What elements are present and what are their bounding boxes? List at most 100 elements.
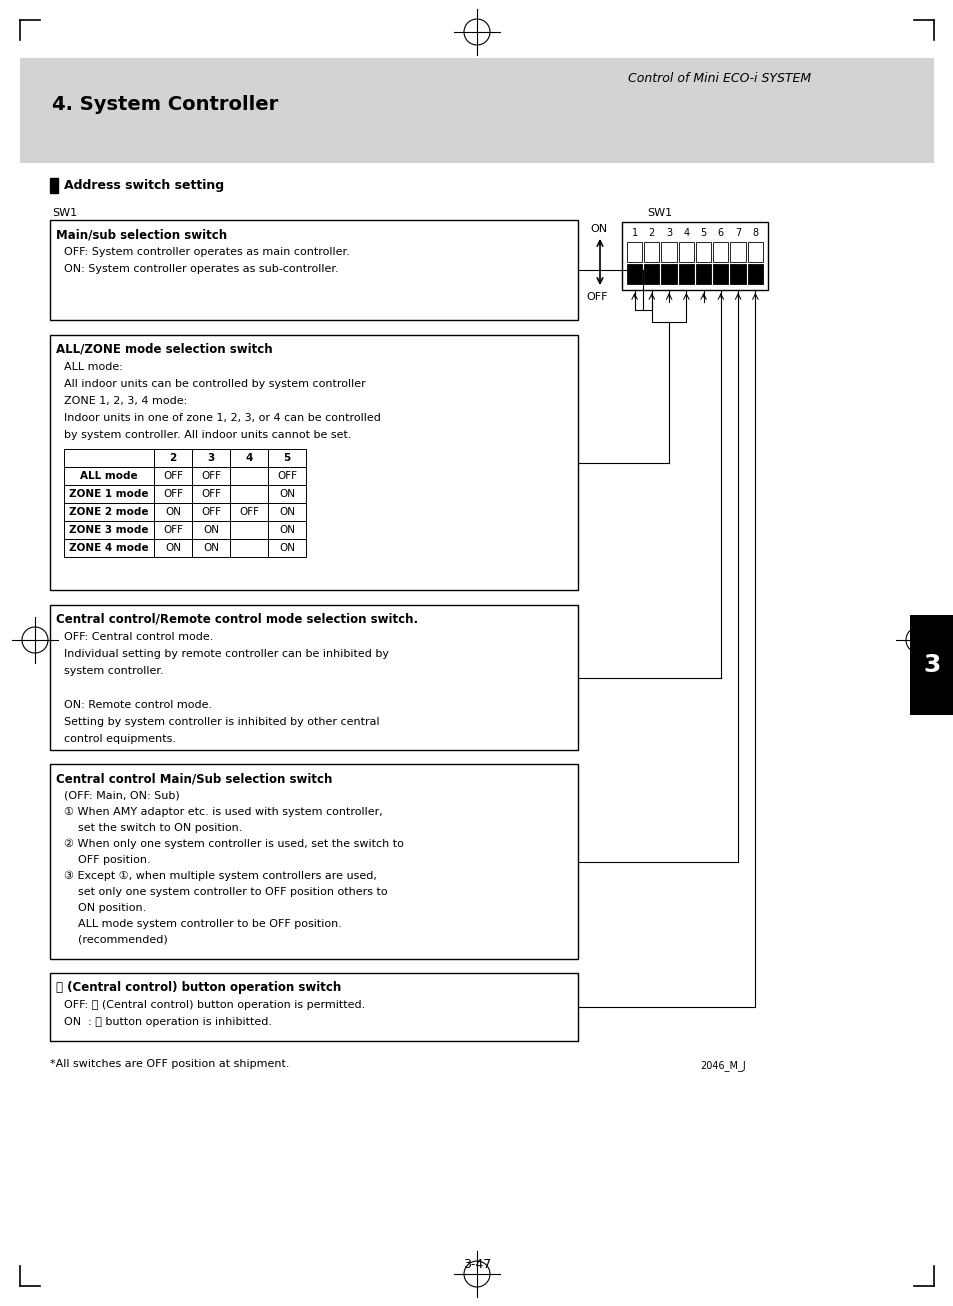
Text: All indoor units can be controlled by system controller: All indoor units can be controlled by sy…: [64, 379, 365, 389]
Bar: [747, 242, 762, 261]
Text: ⒥ (Central control) button operation switch: ⒥ (Central control) button operation swi…: [56, 981, 341, 994]
Bar: [192, 449, 230, 468]
Bar: [268, 468, 306, 485]
Bar: [50, 178, 58, 193]
Bar: [153, 521, 192, 539]
Text: 3: 3: [207, 453, 214, 464]
Bar: [64, 449, 153, 468]
Text: 5: 5: [283, 453, 291, 464]
Bar: [730, 242, 745, 261]
Bar: [192, 521, 230, 539]
Text: set the switch to ON position.: set the switch to ON position.: [64, 823, 242, 833]
Bar: [230, 539, 268, 556]
Text: OFF: OFF: [276, 471, 296, 481]
Text: ON: ON: [278, 488, 294, 499]
Bar: [230, 521, 268, 539]
Text: by system controller. All indoor units cannot be set.: by system controller. All indoor units c…: [64, 430, 351, 440]
Bar: [153, 485, 192, 503]
Bar: [643, 264, 659, 283]
Text: OFF: OFF: [163, 471, 183, 481]
Bar: [153, 503, 192, 521]
Text: ON: ON: [278, 525, 294, 535]
Text: SW1: SW1: [647, 208, 672, 218]
Text: Setting by system controller is inhibited by other central: Setting by system controller is inhibite…: [64, 717, 379, 727]
Text: (recommended): (recommended): [64, 935, 168, 946]
Text: system controller.: system controller.: [64, 666, 164, 677]
Text: ON: ON: [165, 543, 181, 552]
Bar: [268, 503, 306, 521]
Bar: [64, 503, 153, 521]
Text: ON  : ⒥ button operation is inhibitted.: ON : ⒥ button operation is inhibitted.: [64, 1017, 272, 1027]
Bar: [153, 449, 192, 468]
Text: 4: 4: [245, 453, 253, 464]
Text: Individual setting by remote controller can be inhibited by: Individual setting by remote controller …: [64, 649, 389, 660]
Bar: [230, 449, 268, 468]
Text: 6: 6: [717, 229, 723, 238]
Bar: [626, 242, 641, 261]
Text: ALL mode system controller to be OFF position.: ALL mode system controller to be OFF pos…: [64, 919, 341, 929]
Bar: [660, 264, 676, 283]
Text: 5: 5: [700, 229, 706, 238]
Text: ① When AMY adaptor etc. is used with system controller,: ① When AMY adaptor etc. is used with sys…: [64, 807, 382, 818]
Text: OFF position.: OFF position.: [64, 855, 151, 865]
Bar: [621, 222, 767, 290]
Text: OFF: OFF: [163, 488, 183, 499]
Text: 3: 3: [665, 229, 672, 238]
Bar: [192, 539, 230, 556]
Bar: [230, 468, 268, 485]
Text: 1: 1: [631, 229, 637, 238]
Text: 4. System Controller: 4. System Controller: [52, 95, 278, 114]
Text: OFF: OFF: [201, 507, 221, 517]
Bar: [268, 449, 306, 468]
Text: ON: ON: [278, 543, 294, 552]
Text: 2: 2: [170, 453, 176, 464]
Bar: [20, 57, 933, 163]
Text: *All switches are OFF position at shipment.: *All switches are OFF position at shipme…: [50, 1059, 289, 1070]
Bar: [643, 242, 659, 261]
Text: 4: 4: [682, 229, 689, 238]
Text: OFF: OFF: [586, 293, 607, 302]
Bar: [64, 468, 153, 485]
Text: Central control Main/Sub selection switch: Central control Main/Sub selection switc…: [56, 772, 332, 785]
Text: 2: 2: [648, 229, 655, 238]
Bar: [626, 264, 641, 283]
Text: 7: 7: [734, 229, 740, 238]
Text: ON: Remote control mode.: ON: Remote control mode.: [64, 700, 212, 710]
Text: Main/sub selection switch: Main/sub selection switch: [56, 229, 227, 242]
Bar: [50, 973, 578, 1041]
Text: ON: ON: [590, 225, 607, 234]
Text: ALL mode:: ALL mode:: [64, 362, 123, 372]
Text: ③ Except ①, when multiple system controllers are used,: ③ Except ①, when multiple system control…: [64, 871, 376, 882]
Bar: [696, 242, 711, 261]
Bar: [696, 264, 711, 283]
Text: control equipments.: control equipments.: [64, 734, 175, 744]
Text: ON: System controller operates as sub-controller.: ON: System controller operates as sub-co…: [64, 264, 338, 274]
Bar: [50, 764, 578, 959]
Bar: [730, 264, 745, 283]
Text: ZONE 3 mode: ZONE 3 mode: [70, 525, 149, 535]
Bar: [192, 503, 230, 521]
Bar: [678, 242, 693, 261]
Text: set only one system controller to OFF position others to: set only one system controller to OFF po…: [64, 887, 387, 897]
Text: ON position.: ON position.: [64, 902, 146, 913]
Text: ALL/ZONE mode selection switch: ALL/ZONE mode selection switch: [56, 343, 273, 357]
Bar: [153, 539, 192, 556]
Text: OFF: Central control mode.: OFF: Central control mode.: [64, 632, 213, 643]
Bar: [660, 242, 676, 261]
Text: ON: ON: [203, 543, 219, 552]
Bar: [192, 485, 230, 503]
Bar: [64, 521, 153, 539]
Text: OFF: OFF: [239, 507, 258, 517]
Bar: [230, 485, 268, 503]
Text: OFF: OFF: [163, 525, 183, 535]
Text: ON: ON: [165, 507, 181, 517]
Text: (OFF: Main, ON: Sub): (OFF: Main, ON: Sub): [64, 791, 179, 801]
Text: ON: ON: [278, 507, 294, 517]
Text: Central control/Remote control mode selection switch.: Central control/Remote control mode sele…: [56, 613, 417, 626]
Text: OFF: OFF: [201, 488, 221, 499]
Bar: [678, 264, 693, 283]
Text: 3-47: 3-47: [462, 1258, 491, 1271]
Text: OFF: System controller operates as main controller.: OFF: System controller operates as main …: [64, 247, 350, 257]
Bar: [268, 521, 306, 539]
Bar: [713, 242, 728, 261]
